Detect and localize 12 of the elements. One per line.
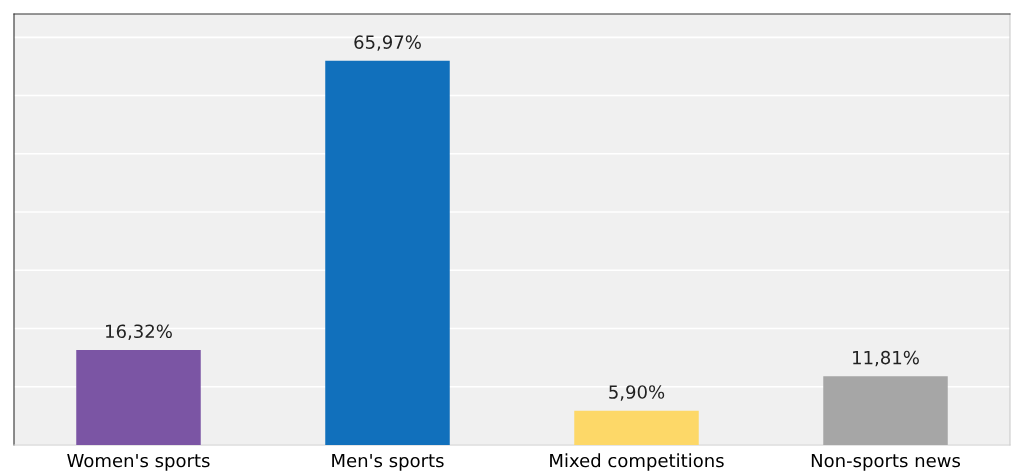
data-label: 65,97% bbox=[354, 35, 421, 51]
x-tick-label: Men's sports bbox=[332, 453, 444, 471]
bar bbox=[574, 410, 699, 445]
x-tick-label: Mixed competitions bbox=[550, 453, 724, 471]
data-label: 11,81% bbox=[853, 350, 919, 367]
data-label: 16,32% bbox=[106, 324, 172, 340]
bar bbox=[325, 60, 450, 445]
bar bbox=[823, 376, 948, 445]
bar bbox=[76, 349, 201, 445]
x-tick-label: Non-sports news bbox=[811, 453, 961, 471]
x-tick-label: Women's sports bbox=[67, 453, 210, 471]
data-label: 5,90% bbox=[609, 385, 665, 401]
